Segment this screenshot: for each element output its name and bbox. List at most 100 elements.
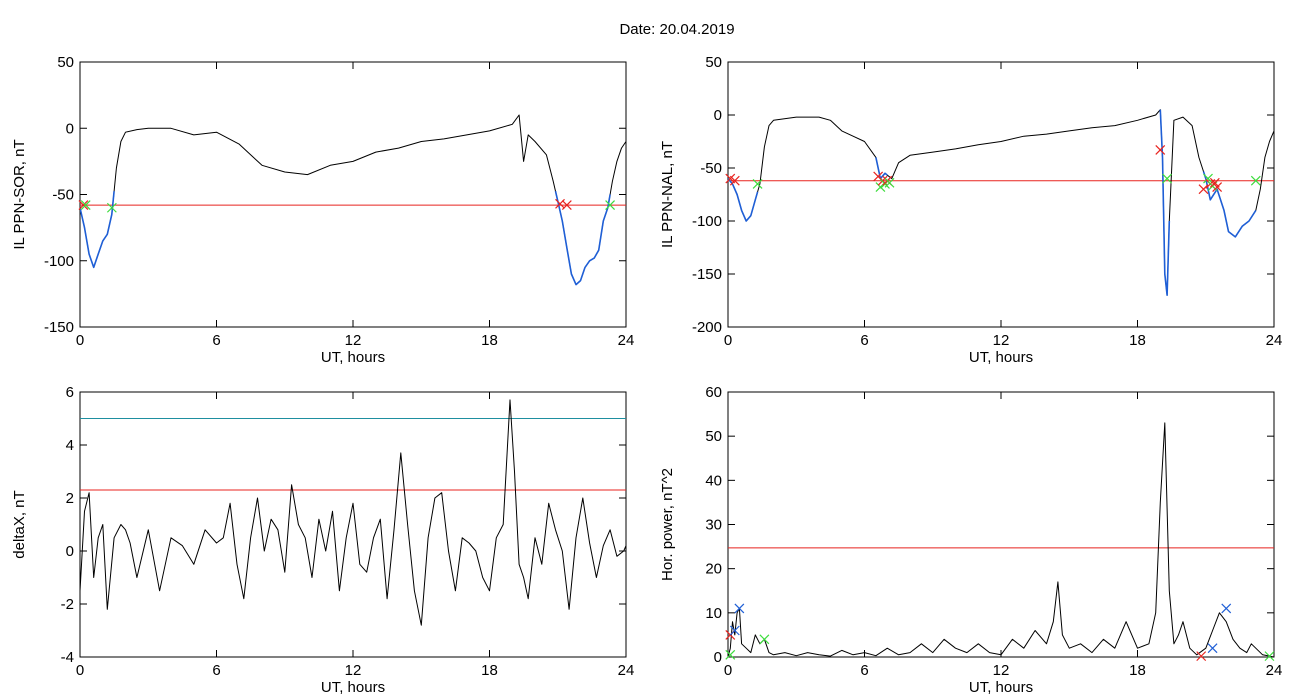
event-marker bbox=[1155, 145, 1166, 155]
y-tick-label: 0 bbox=[714, 649, 722, 666]
highlight-segment bbox=[1202, 171, 1257, 238]
event-marker bbox=[725, 649, 736, 660]
x-axis-label: UT, hours bbox=[969, 679, 1033, 696]
y-tick-label: 6 bbox=[66, 384, 74, 401]
marker-stroke bbox=[1162, 173, 1172, 184]
event-marker bbox=[1198, 184, 1209, 195]
series-line bbox=[80, 399, 626, 626]
event-marker bbox=[1212, 182, 1223, 193]
marker-stroke bbox=[1155, 145, 1166, 155]
y-tick-label: 40 bbox=[705, 472, 722, 489]
marker-stroke bbox=[1264, 651, 1275, 662]
y-tick-label: -2 bbox=[61, 596, 74, 613]
event-marker bbox=[884, 177, 895, 188]
marker-stroke bbox=[759, 634, 770, 645]
y-tick-label: 50 bbox=[705, 54, 722, 71]
x-tick-label: 18 bbox=[1129, 662, 1146, 679]
x-tick-label: 12 bbox=[993, 332, 1010, 349]
x-tick-label: 24 bbox=[618, 662, 635, 679]
event-marker bbox=[1196, 651, 1207, 662]
y-axis-label: deltaX, nT bbox=[11, 490, 28, 558]
marker-stroke bbox=[78, 200, 89, 211]
event-marker bbox=[78, 200, 89, 211]
highlight-segment bbox=[728, 178, 759, 222]
event-marker bbox=[1207, 643, 1218, 654]
y-tick-label: -200 bbox=[692, 319, 722, 336]
marker-stroke bbox=[1209, 177, 1220, 188]
x-axis-label: UT, hours bbox=[321, 349, 385, 366]
event-marker bbox=[1250, 175, 1261, 186]
event-marker bbox=[729, 625, 740, 636]
event-marker bbox=[759, 634, 770, 645]
y-axis-label: IL PPN-NAL, nT bbox=[659, 141, 676, 248]
y-tick-label: -50 bbox=[52, 187, 74, 204]
y-tick-label: -100 bbox=[44, 253, 74, 270]
plot-area bbox=[80, 114, 626, 286]
x-tick-label: 6 bbox=[860, 662, 868, 679]
marker-stroke bbox=[106, 202, 117, 213]
plot-frame bbox=[727, 61, 1275, 328]
plot-area bbox=[728, 422, 1274, 657]
y-tick-label: 30 bbox=[705, 517, 722, 534]
x-tick-label: 6 bbox=[212, 332, 220, 349]
marker-stroke bbox=[725, 649, 736, 660]
event-marker bbox=[734, 603, 745, 614]
marker-stroke bbox=[729, 625, 740, 636]
y-tick-label: 20 bbox=[705, 561, 722, 578]
y-tick-label: 0 bbox=[66, 543, 74, 560]
event-marker bbox=[1221, 603, 1232, 614]
event-marker bbox=[752, 178, 763, 189]
marker-stroke bbox=[729, 175, 740, 186]
x-tick-label: 18 bbox=[481, 332, 498, 349]
marker-stroke bbox=[752, 178, 763, 189]
event-marker bbox=[1264, 651, 1275, 662]
marker-stroke bbox=[877, 175, 888, 186]
event-marker bbox=[1203, 173, 1213, 184]
x-tick-label: 12 bbox=[345, 332, 362, 349]
x-tick-label: 12 bbox=[993, 662, 1010, 679]
series-line bbox=[80, 114, 626, 286]
marker-stroke bbox=[1196, 651, 1207, 662]
x-tick-label: 0 bbox=[76, 332, 84, 349]
marker-stroke bbox=[884, 177, 895, 188]
series-line bbox=[728, 109, 1274, 296]
marker-stroke bbox=[1198, 184, 1209, 195]
highlight-segment bbox=[80, 191, 115, 269]
figure-title: Date: 20.04.2019 bbox=[619, 21, 734, 38]
y-axis-label: Hor. power, nT^2 bbox=[659, 468, 676, 581]
x-tick-label: 24 bbox=[618, 332, 635, 349]
plot-area bbox=[80, 399, 626, 626]
x-tick-label: 0 bbox=[724, 662, 732, 679]
x-tick-label: 24 bbox=[1266, 332, 1283, 349]
highlight-segment bbox=[1159, 109, 1171, 297]
x-tick-label: 6 bbox=[212, 662, 220, 679]
y-tick-label: -150 bbox=[44, 319, 74, 336]
y-tick-label: 50 bbox=[705, 428, 722, 445]
y-tick-label: -150 bbox=[692, 266, 722, 283]
series-line bbox=[728, 422, 1274, 657]
highlight-segment bbox=[875, 157, 888, 180]
y-tick-label: 0 bbox=[66, 120, 74, 137]
event-marker bbox=[729, 175, 740, 186]
y-tick-label: 50 bbox=[57, 54, 74, 71]
panel-il-nal: 0 6 12 18 24 -200 -150 -100 -50 0 50 UT, hours IL PP… bbox=[659, 54, 1282, 366]
event-marker bbox=[1162, 173, 1172, 184]
x-tick-label: 6 bbox=[860, 332, 868, 349]
y-tick-label: -50 bbox=[700, 160, 722, 177]
y-tick-label: 10 bbox=[705, 605, 722, 622]
panel-il-sor: 0 6 12 18 24 -150 -100 -50 0 50 UT, hours IL PPN-SO… bbox=[11, 54, 634, 366]
marker-stroke bbox=[605, 200, 615, 211]
marker-stroke bbox=[734, 603, 745, 614]
event-marker bbox=[561, 200, 572, 211]
marker-stroke bbox=[1250, 175, 1261, 186]
marker-stroke bbox=[725, 173, 736, 184]
marker-stroke bbox=[80, 200, 91, 211]
x-tick-label: 0 bbox=[724, 332, 732, 349]
marker-stroke bbox=[1221, 603, 1232, 614]
x-tick-label: 12 bbox=[345, 662, 362, 679]
plot-frame bbox=[79, 391, 627, 658]
plot-area bbox=[728, 109, 1274, 297]
y-tick-label: -4 bbox=[61, 649, 74, 666]
